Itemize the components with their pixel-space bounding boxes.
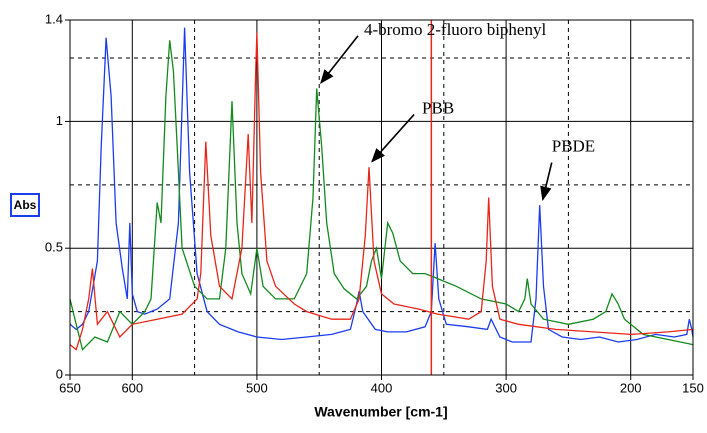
x-tick-label: 300 bbox=[495, 380, 517, 395]
ylabel-box bbox=[10, 193, 40, 217]
x-tick-label: 600 bbox=[121, 380, 143, 395]
x-tick-label: 500 bbox=[246, 380, 268, 395]
x-tick-label: 200 bbox=[620, 380, 642, 395]
x-tick-label: 400 bbox=[371, 380, 393, 395]
y-tick-label: 1 bbox=[56, 113, 63, 128]
annotation-arrow bbox=[371, 114, 415, 163]
y-tick-label: 0.5 bbox=[45, 240, 63, 255]
spectrum-line bbox=[69, 32, 694, 351]
plot-frame bbox=[69, 19, 694, 376]
annotation-arrow bbox=[540, 162, 553, 201]
spectrum-line bbox=[69, 40, 694, 351]
x-axis-label: Wavenumber [cm-1] bbox=[314, 404, 447, 420]
annotation-text: PBB bbox=[422, 98, 454, 117]
x-tick-label: 650 bbox=[59, 380, 81, 395]
spectrum-line bbox=[69, 27, 694, 343]
annotation-arrow bbox=[320, 35, 359, 85]
annotation-text: 4-bromo 2-fluoro biphenyl bbox=[364, 20, 547, 39]
y-tick-label: 1.4 bbox=[45, 11, 63, 26]
y-axis-label: Abs bbox=[14, 198, 37, 212]
y-tick-label: 0 bbox=[56, 366, 63, 381]
annotation-text: PBDE bbox=[552, 136, 595, 155]
x-tick-label: 150 bbox=[682, 380, 704, 395]
